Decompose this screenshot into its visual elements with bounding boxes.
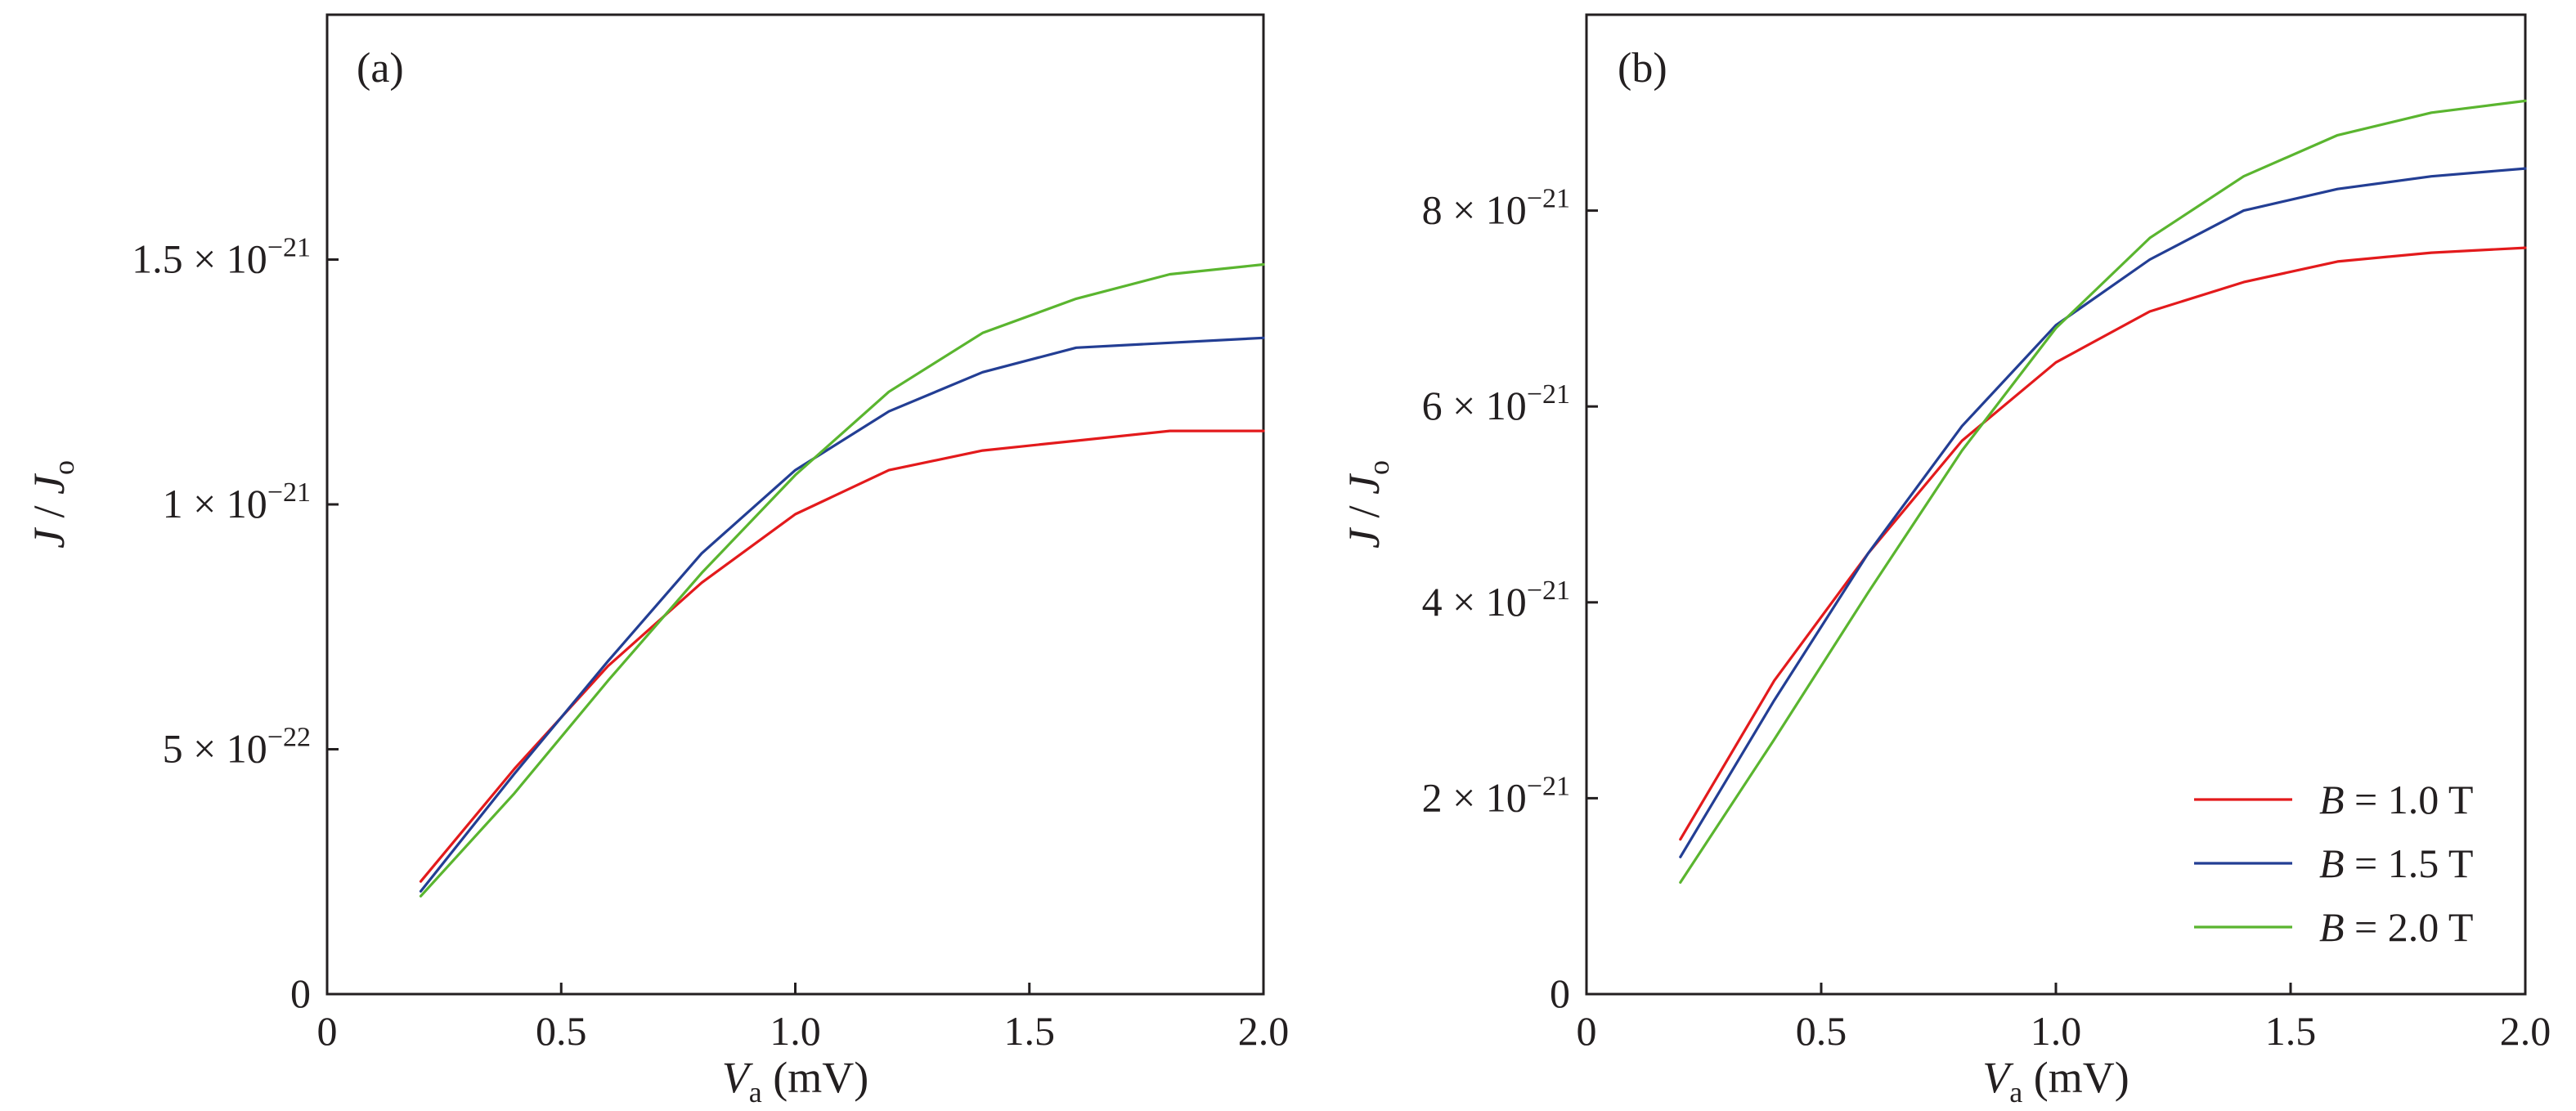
x-tick-label: 0 — [317, 1008, 338, 1054]
series-line-20 — [419, 262, 1265, 898]
legend-label: B = 1.5 T — [2319, 840, 2473, 886]
y-tick-label: 0 — [1550, 970, 1570, 1016]
y-tick-label: 6 × 10−21 — [1422, 379, 1570, 428]
legend: B = 1.0 T B = 1.5 T B = 2.0 T — [2194, 777, 2473, 950]
series-line-15 — [419, 336, 1265, 893]
x-tick-label: 2.0 — [1238, 1008, 1290, 1054]
y-tick-label: 8 × 10−21 — [1422, 184, 1570, 233]
plot-frame — [325, 13, 1265, 996]
x-tick-label: 1.0 — [2031, 1008, 2082, 1054]
x-axis-label: Va (mV) — [1982, 1053, 2129, 1109]
series-line-10 — [419, 429, 1265, 883]
x-axis-label: Va (mV) — [722, 1053, 868, 1109]
x-tick-label: 2.0 — [2500, 1008, 2551, 1054]
x-tick-label: 0.5 — [1796, 1008, 1847, 1054]
x-tick-label: 0 — [1577, 1008, 1597, 1054]
legend-label: B = 1.0 T — [2319, 777, 2473, 822]
y-tick-label: 5 × 10−22 — [163, 723, 311, 772]
y-tick-label: 1 × 10−21 — [163, 477, 311, 526]
y-axis-label: J / Jo — [25, 460, 80, 549]
y-tick-label: 2 × 10−21 — [1422, 771, 1570, 820]
series-line-15 — [1679, 167, 2527, 858]
y-tick-label: 0 — [290, 970, 311, 1016]
y-axis-label: J / Jo — [1340, 460, 1395, 549]
x-tick-label: 0.5 — [536, 1008, 587, 1054]
series-line-20 — [1679, 99, 2527, 885]
panel-a: 0 0.5 1.0 1.5 2.0 0 5 × 10−22 1 × 10−21 1.5 × 10… — [25, 13, 1290, 1109]
x-tick-label: 1.5 — [1004, 1008, 1056, 1054]
legend-label: B = 2.0 T — [2319, 904, 2473, 950]
y-tick-label: 4 × 10−21 — [1422, 576, 1570, 625]
panel-label: (b) — [1618, 45, 1667, 92]
panel-label: (a) — [357, 45, 404, 92]
x-tick-label: 1.5 — [2265, 1008, 2317, 1054]
panel-b: 0 0.5 1.0 1.5 2.0 0 2 × 10−21 4 × 10−21 6 × 10−2… — [1340, 13, 2551, 1109]
series-line-10 — [1679, 246, 2527, 841]
y-tick-label: 1.5 × 10−21 — [132, 233, 311, 282]
x-tick-label: 1.0 — [770, 1008, 821, 1054]
